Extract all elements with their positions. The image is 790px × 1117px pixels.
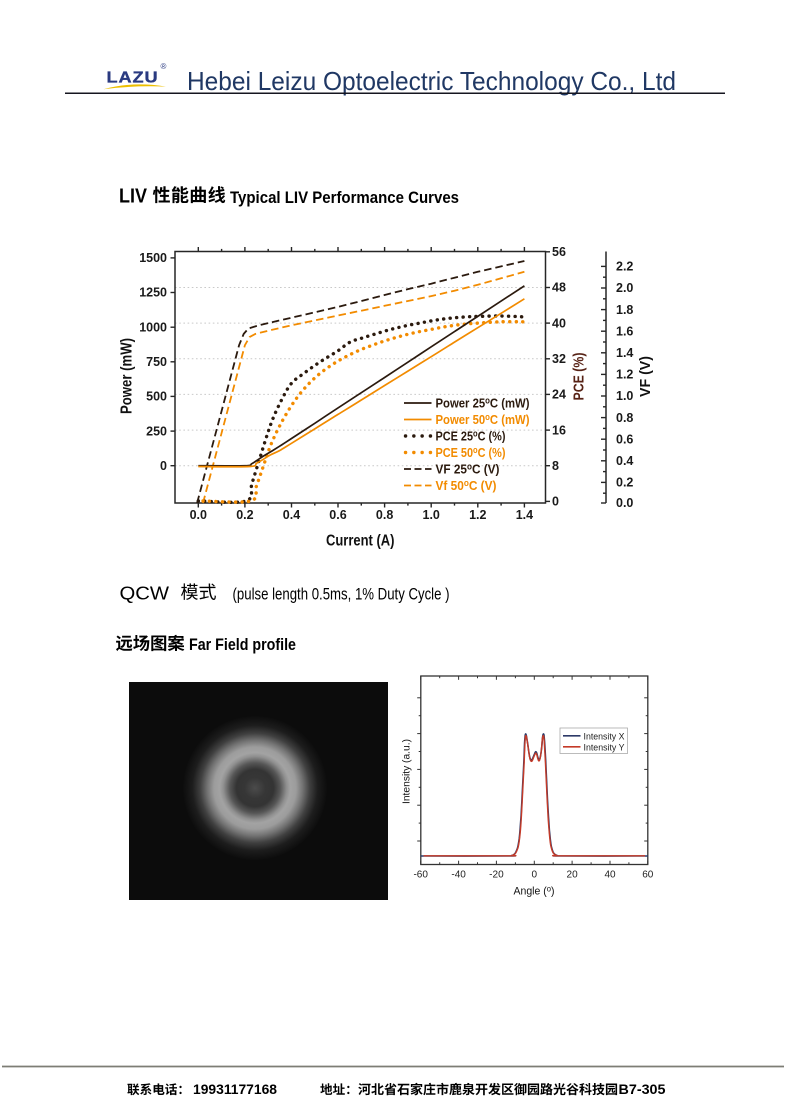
svg-text:1.2: 1.2 — [616, 368, 633, 382]
svg-text:0.4: 0.4 — [616, 454, 633, 468]
svg-text:Vf 50oC (V): Vf 50oC (V) — [436, 478, 497, 493]
svg-text:0.0: 0.0 — [616, 496, 633, 510]
svg-text:®: ® — [161, 62, 167, 71]
svg-text:Power 25oC (mW): Power 25oC (mW) — [436, 396, 530, 411]
svg-text:1500: 1500 — [139, 251, 167, 265]
svg-text:0.2: 0.2 — [616, 476, 633, 490]
svg-text:40: 40 — [604, 870, 616, 881]
svg-text:8: 8 — [552, 459, 559, 473]
svg-text:0: 0 — [552, 495, 559, 509]
svg-text:-40: -40 — [451, 870, 466, 881]
svg-text:VF 25oC (V): VF 25oC (V) — [436, 462, 500, 477]
svg-text:60: 60 — [642, 870, 654, 881]
svg-text:1.6: 1.6 — [616, 324, 633, 338]
svg-text:56: 56 — [552, 245, 566, 259]
svg-text:Intensity (a.u.): Intensity (a.u.) — [401, 739, 413, 804]
svg-text:1250: 1250 — [139, 286, 167, 300]
svg-text:20: 20 — [567, 870, 579, 881]
svg-text:32: 32 — [552, 352, 566, 366]
svg-text:Current (A): Current (A) — [326, 533, 395, 550]
svg-text:48: 48 — [552, 281, 566, 295]
svg-text:PCE 25oC (%): PCE 25oC (%) — [436, 429, 506, 444]
svg-text:24: 24 — [552, 388, 566, 402]
svg-text:Intensity X: Intensity X — [584, 732, 626, 743]
svg-text:0.6: 0.6 — [329, 508, 346, 522]
svg-text:0.8: 0.8 — [376, 508, 393, 522]
svg-text:LIV: LIV — [119, 186, 148, 208]
svg-text:0: 0 — [532, 870, 538, 881]
svg-text:40: 40 — [552, 316, 566, 330]
svg-text:Power 50oC (mW): Power 50oC (mW) — [436, 412, 530, 427]
svg-text:1000: 1000 — [139, 320, 167, 334]
svg-text:Far Field profile: Far Field profile — [189, 636, 296, 654]
svg-text:500: 500 — [146, 390, 167, 404]
svg-text:1.0: 1.0 — [423, 508, 440, 522]
svg-text:0.6: 0.6 — [616, 432, 633, 446]
svg-text:1.4: 1.4 — [516, 508, 533, 522]
svg-text:1.0: 1.0 — [616, 389, 633, 403]
svg-text:1.2: 1.2 — [469, 508, 486, 522]
svg-text:750: 750 — [146, 355, 167, 369]
svg-text:1.8: 1.8 — [616, 303, 633, 317]
svg-text:(pulse length 0.5ms, 1% Duty C: (pulse length 0.5ms, 1% Duty Cycle ) — [233, 585, 450, 604]
svg-text:1.4: 1.4 — [616, 346, 633, 360]
svg-text:-60: -60 — [413, 870, 428, 881]
svg-text:2.2: 2.2 — [616, 260, 633, 274]
svg-text:Typical LIV Performance Curves: Typical LIV Performance Curves — [230, 189, 459, 207]
svg-text:2.0: 2.0 — [616, 281, 633, 295]
svg-text:Angle (o): Angle (o) — [514, 885, 555, 898]
svg-text:Power (mW): Power (mW) — [119, 338, 136, 414]
svg-text:250: 250 — [146, 424, 167, 438]
svg-text:0.0: 0.0 — [190, 508, 207, 522]
svg-text:PCE 50oC (%): PCE 50oC (%) — [436, 445, 506, 460]
svg-text:Intensity Y: Intensity Y — [584, 743, 626, 754]
svg-text:0: 0 — [160, 459, 167, 473]
svg-text:0.2: 0.2 — [236, 508, 253, 522]
svg-text:0.8: 0.8 — [616, 411, 633, 425]
svg-text:19931177168: 19931177168 — [193, 1081, 277, 1097]
svg-text:16: 16 — [552, 423, 566, 437]
svg-text:-20: -20 — [489, 870, 504, 881]
svg-text:VF (V): VF (V) — [637, 356, 654, 397]
svg-text:QCW: QCW — [120, 584, 170, 604]
svg-text:Hebei Leizu Optoelectric Techn: Hebei Leizu Optoelectric Technology Co.,… — [187, 66, 676, 96]
svg-text:0.4: 0.4 — [283, 508, 300, 522]
svg-text:B7-305: B7-305 — [619, 1082, 667, 1097]
svg-text:PCE (%): PCE (%) — [571, 353, 588, 401]
svg-text:LAZU: LAZU — [107, 70, 159, 87]
